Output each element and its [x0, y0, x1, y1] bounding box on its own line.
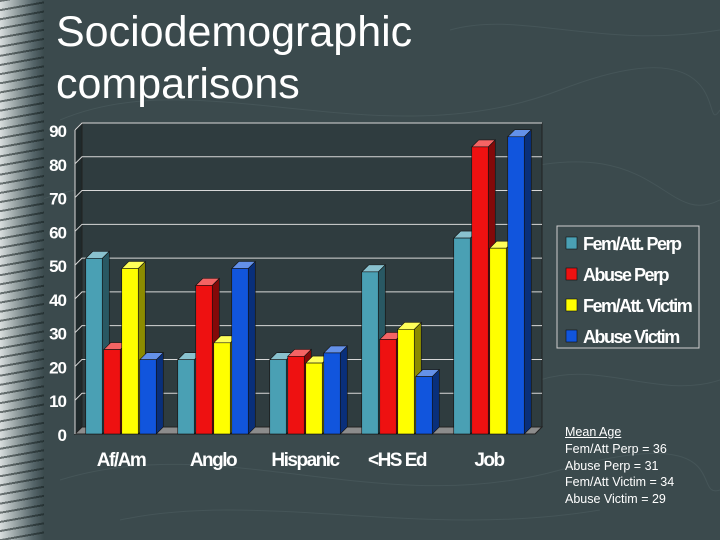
mean-age-line: Abuse Perp = 31 [565, 458, 659, 473]
plot-side-wall [74, 121, 83, 436]
x-category-label: Hispanic [271, 450, 340, 471]
bar [361, 271, 379, 435]
bar [177, 359, 195, 435]
legend-swatch [565, 329, 578, 343]
y-tick-label: 60 [49, 223, 66, 242]
legend-label: Fem/Att. Perp [583, 234, 682, 254]
bar [507, 136, 525, 435]
gridline [74, 190, 542, 198]
y-tick-label: 70 [49, 190, 66, 209]
slide-title: Sociodemographic comparisons [56, 6, 412, 110]
bar [269, 359, 287, 435]
legend-box [556, 225, 700, 349]
bar [453, 237, 471, 435]
bar [85, 258, 103, 435]
mean-age-line: Fem/Att Victim = 34 [565, 475, 675, 490]
bar [471, 146, 489, 435]
y-tick-label: 10 [49, 392, 66, 411]
y-tick-label: 30 [49, 325, 66, 344]
y-tick-label: 90 [49, 122, 66, 141]
legend-label: Fem/Att. Victim [583, 296, 692, 316]
bar [121, 268, 139, 435]
decorative-left-strip [0, 0, 44, 540]
legend-label: Abuse Perp [583, 265, 670, 285]
gridline [74, 325, 542, 334]
legend-swatch [565, 267, 578, 281]
mean-age-line: Fem/Att Perp = 36 [565, 441, 667, 456]
bar [397, 328, 415, 435]
bar [415, 376, 433, 435]
legend-label: Abuse Victim [583, 327, 679, 347]
mean-age-line: Abuse Victim = 29 [565, 492, 666, 507]
legend-swatch [565, 236, 578, 250]
y-tick-label: 50 [49, 257, 66, 276]
bar [139, 359, 157, 435]
y-tick-label: 20 [49, 358, 66, 377]
bar [103, 349, 121, 435]
gridline [74, 291, 542, 300]
legend-swatch [565, 298, 578, 312]
bar [213, 342, 231, 435]
y-tick-label: 0 [58, 426, 67, 445]
x-category-label: Anglo [190, 450, 237, 471]
bar [323, 352, 341, 435]
y-tick-label: 80 [49, 156, 66, 175]
gridline [74, 122, 542, 131]
bar [287, 356, 305, 435]
x-category-label: Job [474, 450, 504, 471]
bar [379, 339, 397, 435]
gridline [74, 257, 542, 266]
slide-title-line-1: Sociodemographic [56, 8, 413, 56]
y-tick-label: 40 [49, 291, 66, 310]
gridline [74, 223, 542, 232]
bar-side [523, 129, 532, 435]
slide-title-line-2: comparisons [56, 60, 300, 108]
bar-side [431, 368, 440, 435]
mean-age-note: Mean Age Fem/Att Perp = 36 Abuse Perp = … [565, 424, 674, 508]
bar-side [247, 260, 256, 435]
bar-side [339, 345, 348, 435]
bar [231, 268, 249, 435]
x-category-label: Af/Am [97, 450, 146, 471]
bar [195, 285, 213, 435]
x-category-label: <HS Ed [368, 450, 427, 471]
bar-side [155, 351, 164, 435]
gridline [74, 156, 542, 165]
bar [489, 247, 507, 435]
mean-age-note-title: Mean Age [565, 425, 622, 439]
bar [305, 362, 323, 435]
